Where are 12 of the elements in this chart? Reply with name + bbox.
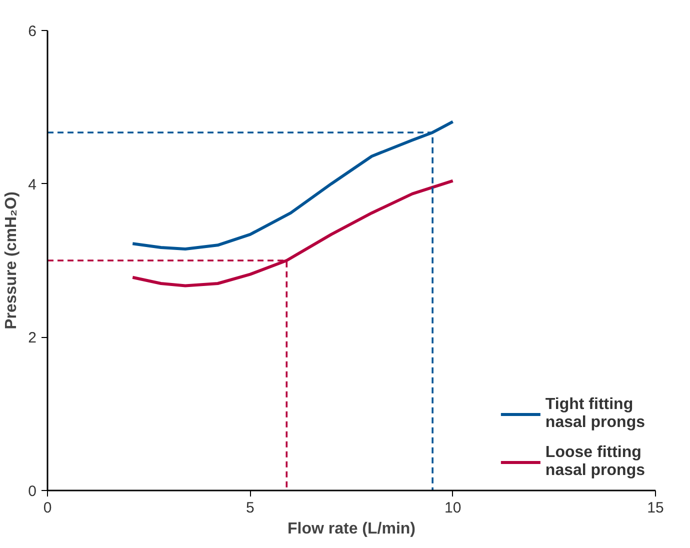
x-tick-label: 5 bbox=[246, 500, 254, 516]
x-tick-label: 0 bbox=[43, 500, 52, 516]
y-axis-title: Pressure (cmH₂O) bbox=[3, 192, 20, 330]
legend-label: Tight fitting nasal prongs bbox=[545, 396, 645, 432]
y-tick-label: 6 bbox=[28, 23, 36, 40]
x-axis-title: Flow rate (L/min) bbox=[288, 520, 416, 538]
y-tick-label: 2 bbox=[28, 330, 36, 347]
x-tick-label: 10 bbox=[444, 500, 462, 516]
y-tick-label: 0 bbox=[28, 483, 36, 500]
legend-label: Loose fitting nasal prongs bbox=[545, 444, 645, 480]
x-tick-label: 15 bbox=[647, 500, 664, 516]
y-tick-label: 4 bbox=[28, 176, 36, 194]
